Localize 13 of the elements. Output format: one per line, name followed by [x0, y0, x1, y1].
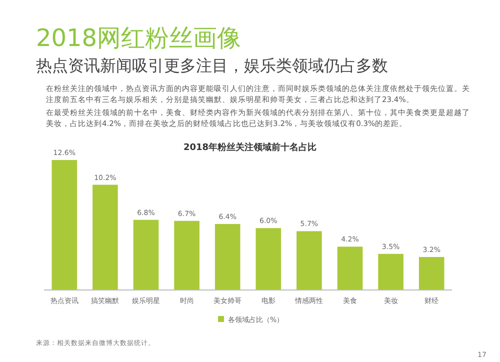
- bar: [256, 228, 282, 290]
- bar: [52, 160, 78, 290]
- text: 2018年粉丝关注领域前十名占比: [183, 142, 317, 153]
- chart-title: 2018网红粉丝画像: [36, 23, 242, 54]
- bar: [174, 220, 200, 290]
- bar: [378, 254, 404, 290]
- bar: [296, 231, 322, 290]
- bar: [133, 220, 159, 290]
- bar: [418, 256, 444, 290]
- chart-subtitle: 热点资讯新闻吸引更多注目，娱乐类领域仍占多数: [36, 56, 388, 77]
- bar: [92, 184, 118, 290]
- bar: [214, 224, 240, 290]
- bar: [337, 246, 363, 290]
